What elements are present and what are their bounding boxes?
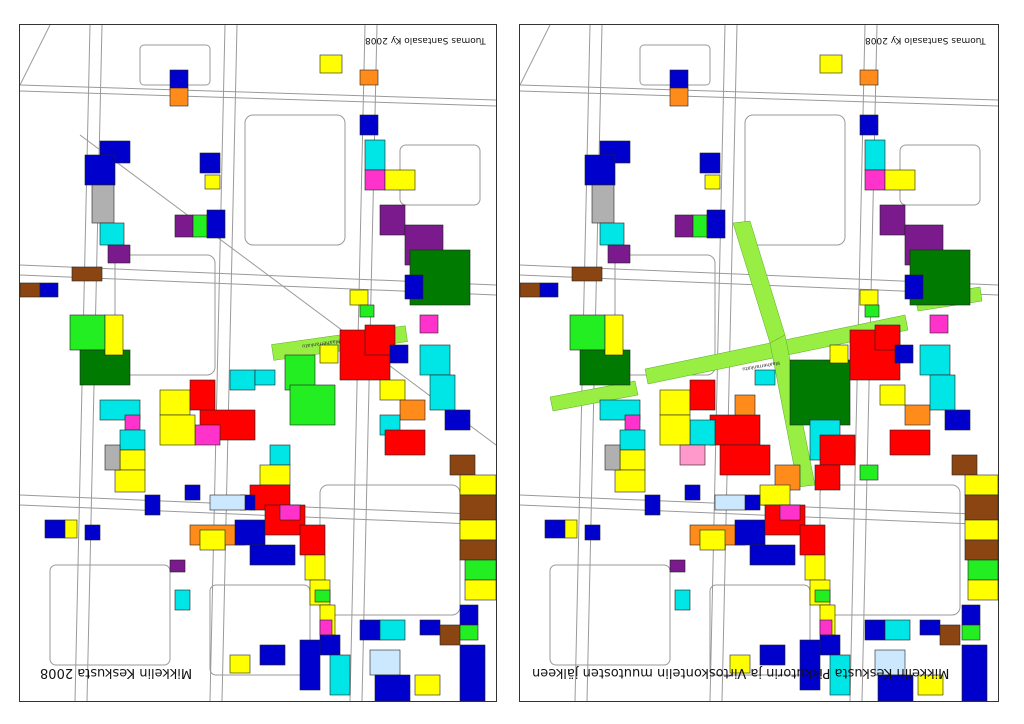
city-map-after-changes: Maaherrankatu — [520, 25, 998, 701]
map-panel-after-changes: Maaherrankatu — [519, 24, 999, 702]
city-map-2008: Maaherrankatu — [20, 25, 496, 701]
pedestrian-street — [549, 380, 639, 412]
map-title-after-changes: Mikkelin Keskusta Pikkutorin ja Virtosko… — [532, 665, 950, 680]
map-title-2008: Mikkelin Keskusta 2008 — [40, 665, 193, 680]
map-panel-2008: Maaherrankatu — [19, 24, 497, 702]
street-label: Maaherrankatu — [302, 338, 340, 349]
pedestrian-street — [732, 220, 786, 344]
map-credit-2008: Tuomas Santasalo Ky 2008 — [365, 35, 486, 45]
map-credit-after-changes: Tuomas Santasalo Ky 2008 — [865, 35, 986, 45]
